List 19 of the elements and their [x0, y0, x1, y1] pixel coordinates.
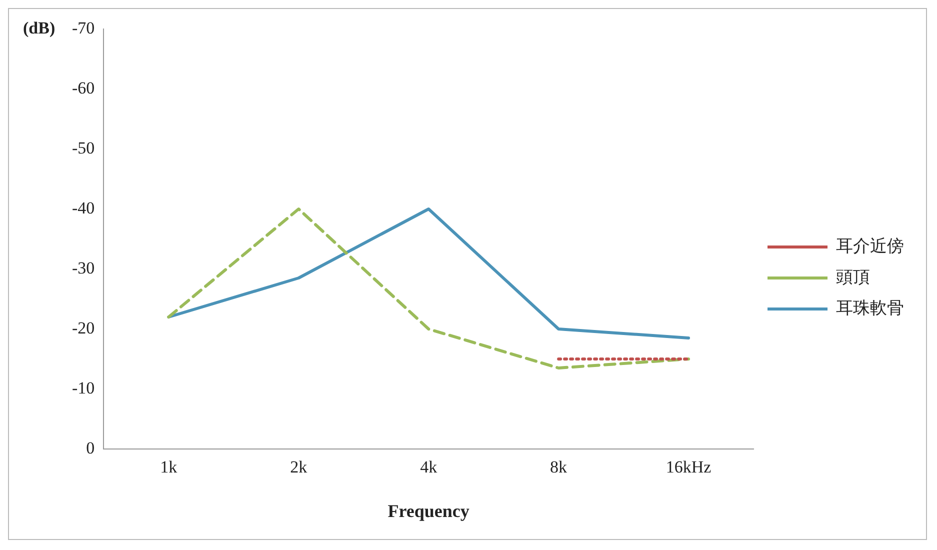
x-tick-label: 1k [160, 458, 178, 477]
y-tick-label: -30 [72, 258, 95, 278]
line-series [167, 208, 690, 370]
y-tick-label: -40 [72, 198, 95, 218]
legend-label: 耳介近傍 [836, 236, 904, 256]
x-tick-label: 8k [550, 458, 568, 477]
legend-label: 耳珠軟骨 [836, 298, 904, 318]
y-tick-label: 0 [86, 438, 95, 458]
legend-label: 頭頂 [836, 267, 870, 286]
y-tick-label: -60 [72, 78, 95, 98]
y-tick-label: -50 [72, 138, 95, 158]
x-tick-label: 16kHz [666, 458, 712, 477]
x-tick-label: 2k [290, 458, 308, 477]
y-tick-label: -20 [72, 318, 95, 338]
x-tick-label: 4k [420, 458, 438, 477]
y-tick-label: -10 [72, 378, 95, 398]
y-axis-title: (dB) [23, 18, 56, 38]
x-axis-title: Frequency [388, 500, 470, 521]
y-tick-label: -70 [72, 18, 95, 38]
